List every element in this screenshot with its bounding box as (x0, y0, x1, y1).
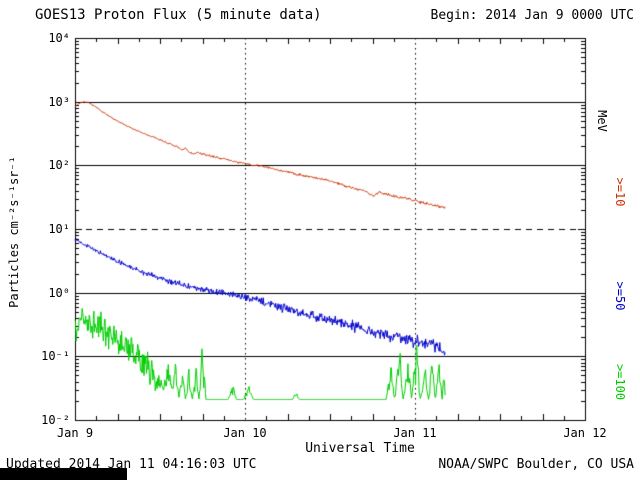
right-series-label-ge10: >=10 (613, 177, 627, 207)
x-tick-label: Jan 9 (56, 426, 94, 440)
right-unit-label-mev: MeV (595, 110, 609, 132)
source-attribution: NOAA/SWPC Boulder, CO USA (438, 457, 634, 472)
x-tick-label: Jan 11 (393, 426, 437, 440)
taskbar-fragment (0, 468, 127, 480)
y-tick-label: 10¹ (48, 222, 70, 236)
x-tick-label: Jan 10 (223, 426, 267, 440)
x-tick-label: Jan 12 (563, 426, 607, 440)
y-tick-label: 10⁻¹ (41, 349, 70, 363)
y-tick-label: 10² (48, 158, 70, 172)
right-series-label-ge100: >=100 (613, 363, 627, 401)
y-tick-label: 10⁴ (48, 31, 70, 45)
x-axis-label: Universal Time (305, 441, 415, 456)
begin-timestamp: Begin: 2014 Jan 9 0000 UTC (430, 8, 635, 23)
y-tick-label: 10⁰ (48, 286, 70, 300)
y-tick-label: 10³ (48, 95, 70, 109)
y-tick-label: 10⁻² (41, 413, 70, 427)
y-axis-label: Particles cm⁻²s⁻¹sr⁻¹ (7, 156, 21, 308)
right-series-label-ge50: >=50 (613, 281, 627, 311)
chart-title: GOES13 Proton Flux (5 minute data) (35, 7, 322, 23)
